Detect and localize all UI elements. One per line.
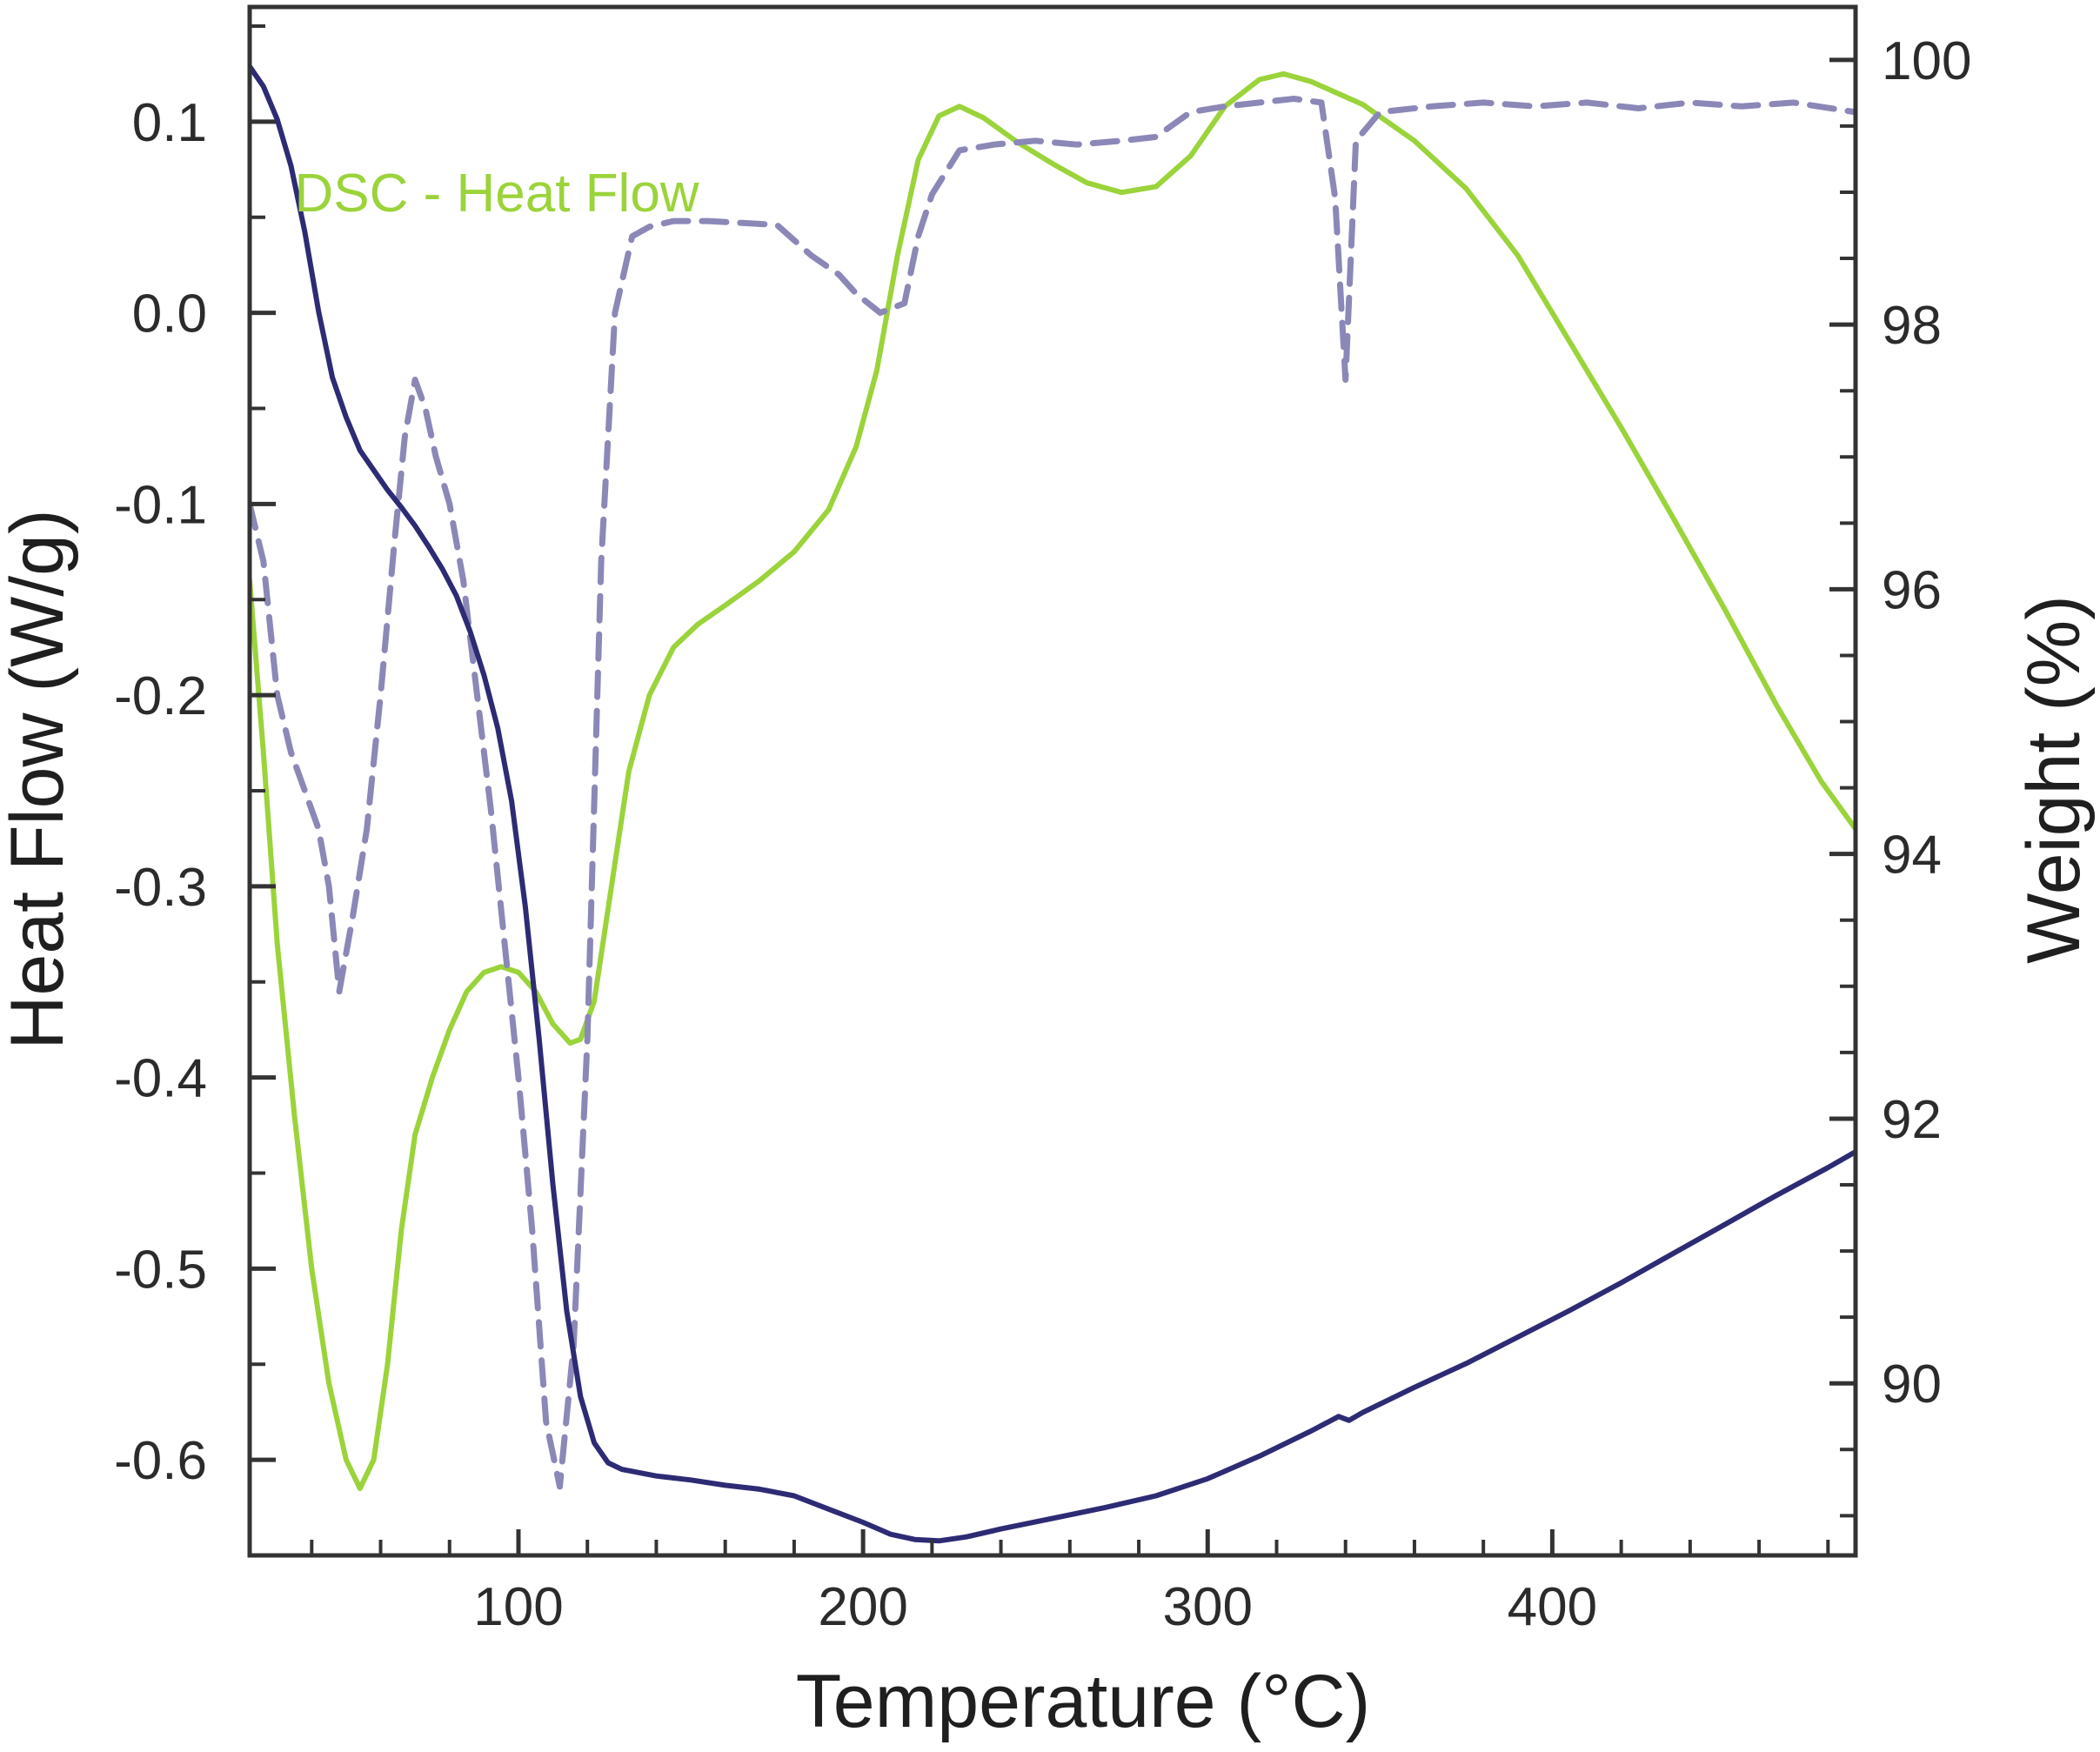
- right-y-tick-label: 92: [1882, 1090, 1942, 1150]
- right-y-tick-label: 90: [1882, 1354, 1942, 1414]
- series-line-1: [250, 96, 1856, 1490]
- right-y-axis-title: Weight (%): [2012, 595, 2096, 964]
- left-y-tick-label: -0.3: [114, 858, 207, 918]
- right-y-tick-label: 96: [1882, 560, 1942, 620]
- left-y-tick-label: -0.5: [114, 1240, 207, 1300]
- x-axis-title: Temperature (°C): [796, 1660, 1370, 1743]
- plot-area: [250, 64, 1856, 1544]
- left-y-axis-title: Heat Flow (W/g): [0, 509, 79, 1049]
- left-y-tick-label: 0.1: [132, 93, 207, 153]
- series-line-2: [250, 64, 1856, 1544]
- left-y-tick-label: -0.4: [114, 1049, 207, 1109]
- series-line-0: [250, 70, 1856, 1492]
- left-y-tick-label: -0.6: [114, 1431, 207, 1491]
- x-tick-label: 400: [1508, 1577, 1597, 1637]
- right-y-tick-label: 100: [1882, 31, 1971, 91]
- plot-frame: [247, 4, 1858, 1558]
- right-y-tick-label: 94: [1882, 826, 1942, 886]
- axes: 100 200 300 400 0.1 0.0 -0.1 -0.2 -0.3 -0.4 -0.5 -0…: [114, 4, 1971, 1637]
- x-tick-label: 200: [818, 1577, 907, 1637]
- left-y-tick-label: 0.0: [132, 284, 207, 344]
- dsc-heat-flow-label: DSC - Heat Flow: [294, 164, 699, 224]
- left-y-tick-label: -0.2: [114, 666, 207, 726]
- left-y-tick-label: -0.1: [114, 475, 207, 535]
- right-y-tick-label: 98: [1882, 296, 1942, 356]
- x-tick-label: 300: [1163, 1577, 1253, 1637]
- x-tick-label: 100: [473, 1577, 563, 1637]
